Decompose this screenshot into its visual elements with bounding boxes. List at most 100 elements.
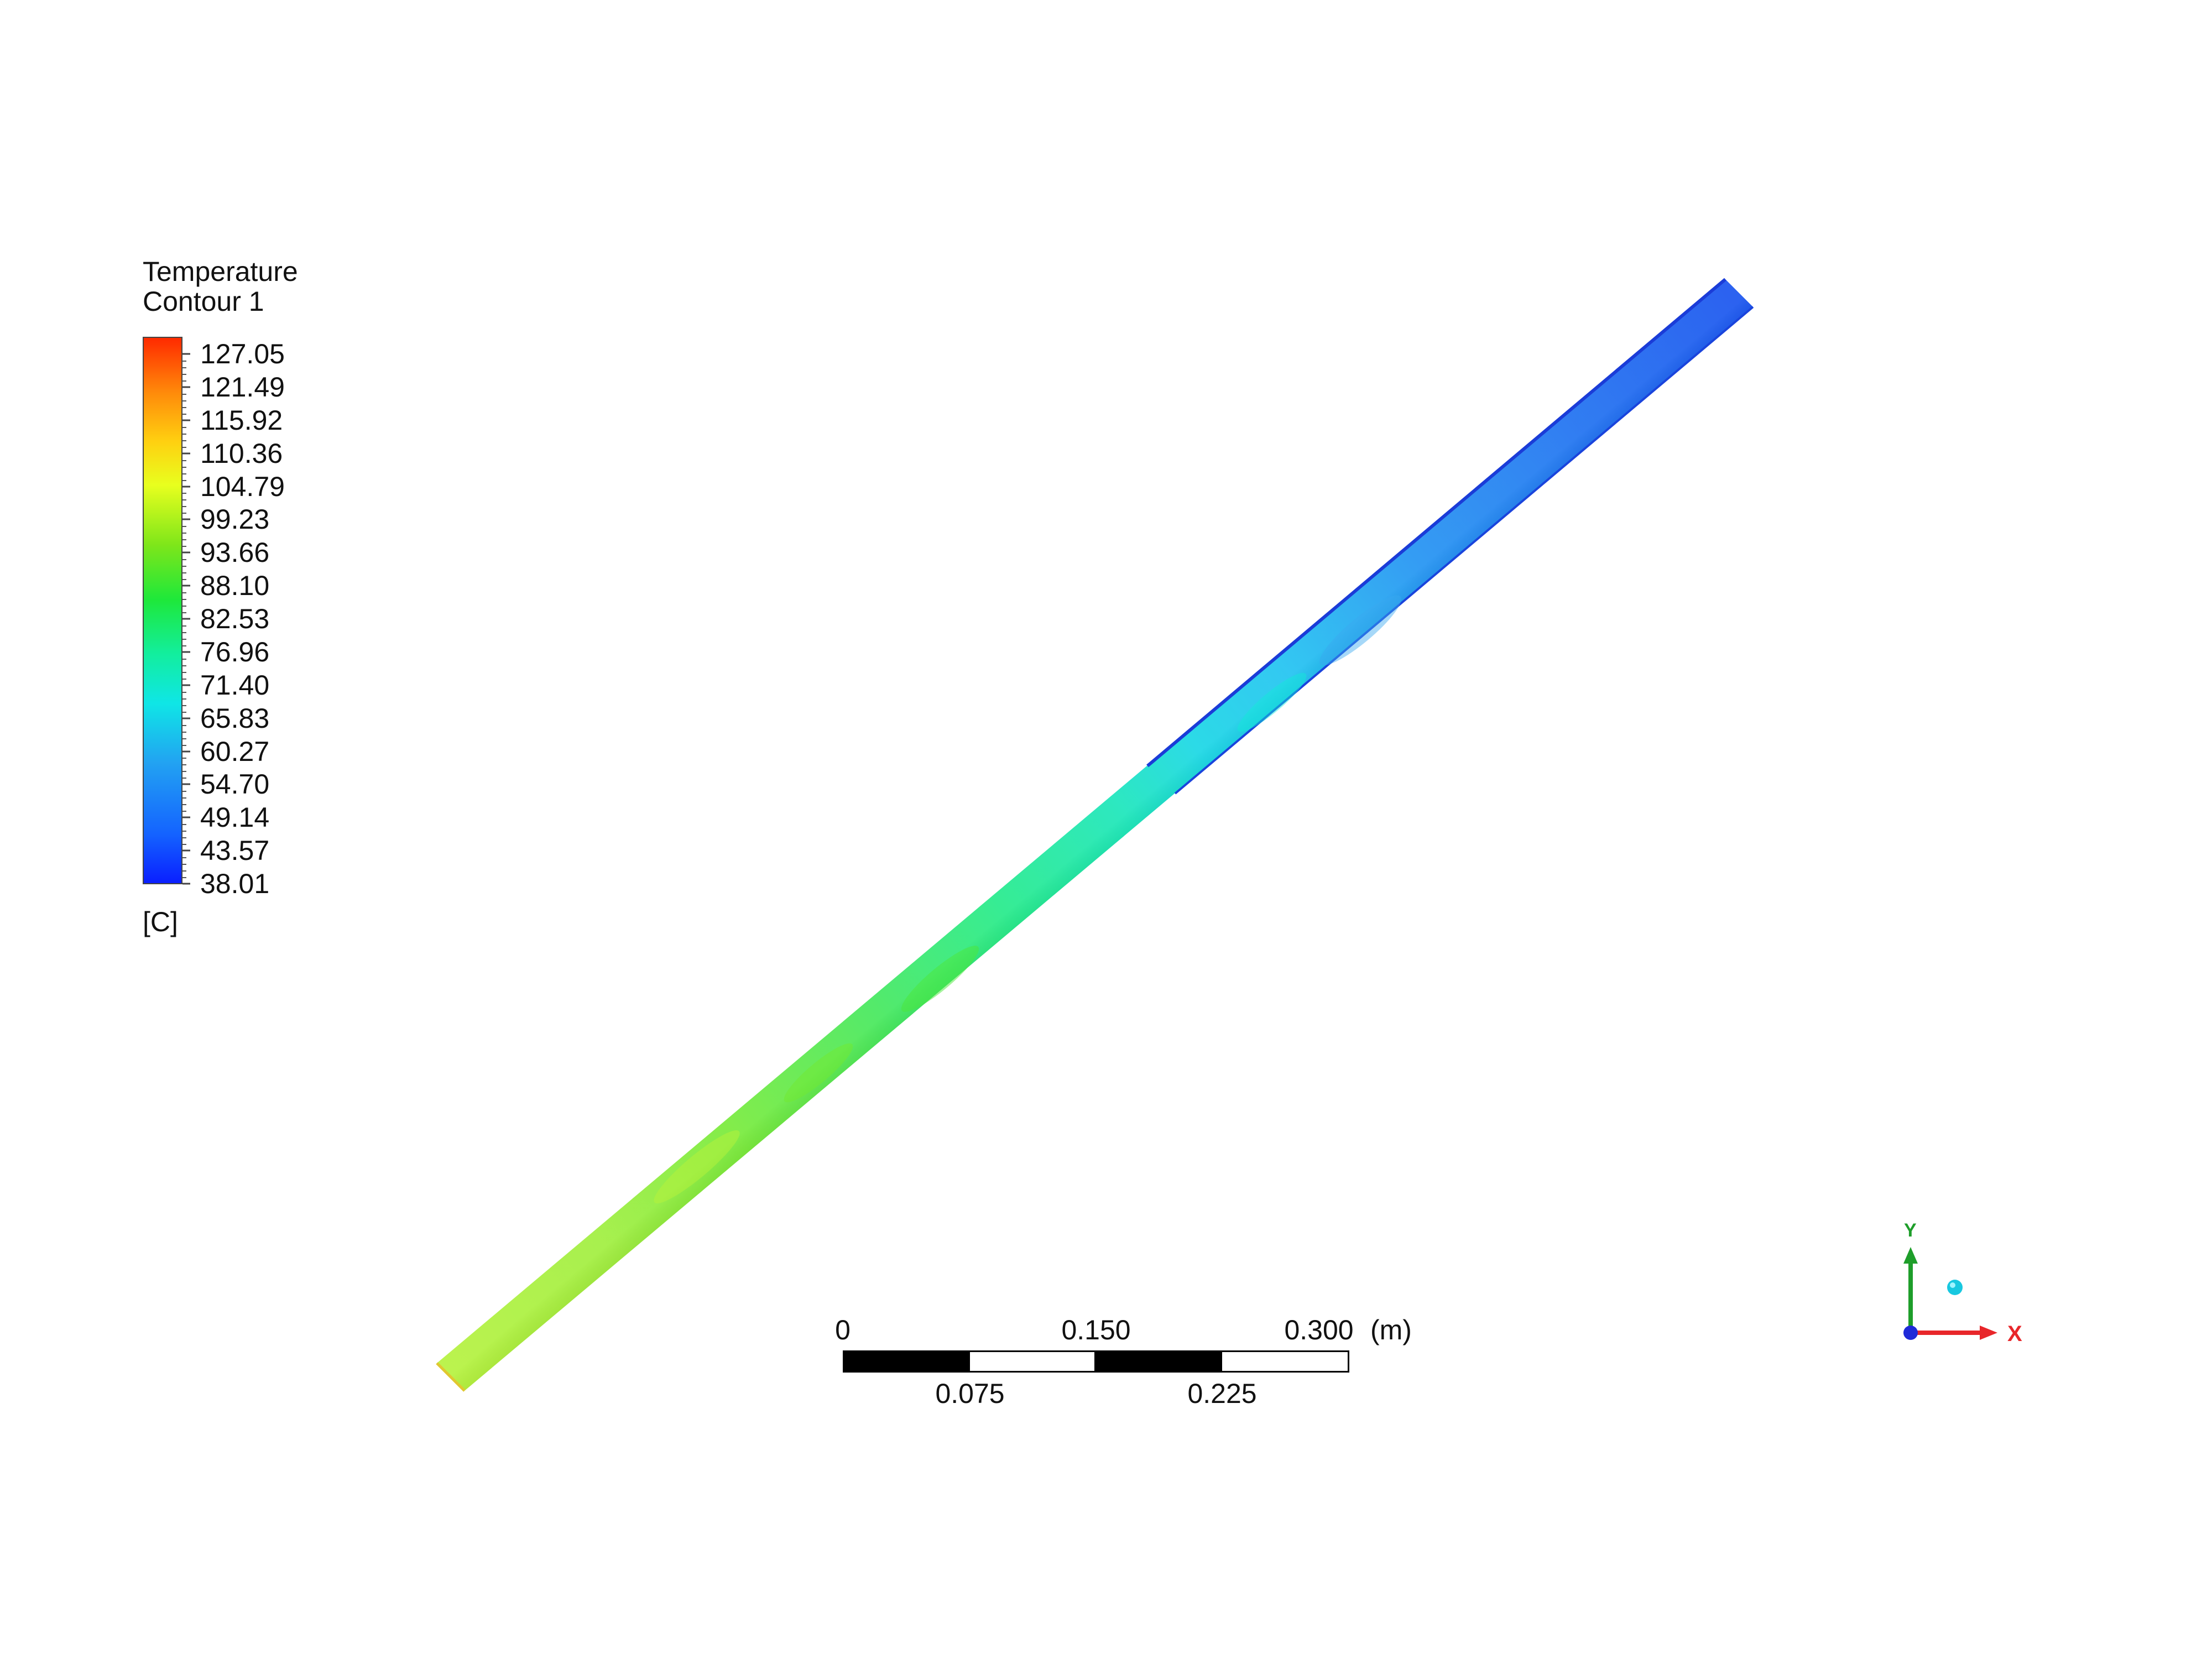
legend-minor-tick bbox=[182, 592, 186, 594]
legend-level-label: 104.79 bbox=[200, 471, 285, 502]
legend-title-variable: Temperature bbox=[143, 256, 298, 287]
legend-minor-tick bbox=[182, 764, 186, 766]
contour-patch bbox=[654, 1130, 740, 1204]
legend-tick-mark bbox=[182, 717, 190, 719]
scale-label-0: 0 bbox=[835, 1314, 851, 1345]
legend-minor-tick bbox=[182, 632, 186, 633]
legend-minor-tick bbox=[182, 460, 186, 461]
legend-level-label: 127.05 bbox=[200, 338, 285, 369]
legend-minor-tick bbox=[182, 566, 186, 567]
legend-minor-tick bbox=[182, 638, 186, 640]
pipe-shading bbox=[437, 279, 1753, 1391]
legend-minor-tick bbox=[182, 606, 186, 607]
legend-tick-mark bbox=[182, 486, 190, 487]
contour-patch bbox=[1319, 595, 1402, 666]
scale-label-0075: 0.075 bbox=[935, 1378, 1005, 1409]
legend-tick-mark bbox=[182, 684, 190, 686]
legend-minor-tick bbox=[182, 678, 186, 680]
legend-tick-mark bbox=[182, 618, 190, 620]
legend-minor-tick bbox=[182, 506, 186, 508]
legend-level-label: 76.96 bbox=[200, 636, 270, 667]
legend-minor-tick bbox=[182, 691, 186, 693]
legend-minor-tick bbox=[182, 658, 186, 660]
contour-patch bbox=[784, 1043, 853, 1103]
legend-level-label: 110.36 bbox=[200, 437, 283, 469]
legend-minor-tick bbox=[182, 744, 186, 746]
scale-bar-segment bbox=[1222, 1350, 1349, 1373]
legend-minor-tick bbox=[182, 645, 186, 646]
legend-minor-tick bbox=[182, 811, 186, 812]
legend-tick-mark bbox=[182, 750, 190, 752]
legend-unit: [C] bbox=[143, 906, 178, 937]
legend-minor-tick bbox=[182, 804, 186, 806]
legend-minor-tick bbox=[182, 824, 186, 826]
legend-minor-tick bbox=[182, 870, 186, 872]
legend-minor-tick bbox=[182, 711, 186, 713]
legend-minor-tick bbox=[182, 393, 186, 395]
triad-y-label: Y bbox=[1904, 1220, 1917, 1241]
legend-minor-tick bbox=[182, 473, 186, 474]
legend-minor-tick bbox=[182, 844, 186, 846]
legend-level-label: 121.49 bbox=[200, 371, 285, 403]
legend-level-label: 60.27 bbox=[200, 735, 270, 767]
legend-minor-tick bbox=[182, 864, 186, 865]
legend-minor-tick bbox=[182, 579, 186, 581]
legend-minor-tick bbox=[182, 406, 186, 408]
legend-title: Temperature Contour 1 bbox=[143, 257, 298, 316]
triad-x-label: X bbox=[2007, 1322, 2022, 1346]
legend-level-label: 54.70 bbox=[200, 769, 270, 800]
scale-label-0300: 0.300 bbox=[1284, 1314, 1354, 1345]
legend-minor-tick bbox=[182, 493, 186, 494]
legend-level-label: 43.57 bbox=[200, 835, 270, 867]
legend-minor-tick bbox=[182, 797, 186, 799]
legend-minor-tick bbox=[182, 837, 186, 839]
scale-bar-segment bbox=[843, 1350, 970, 1373]
legend-level-label: 88.10 bbox=[200, 570, 270, 602]
legend-minor-tick bbox=[182, 513, 186, 514]
legend-minor-tick bbox=[182, 698, 186, 700]
scale-bar-segment bbox=[970, 1350, 1096, 1373]
legend-minor-tick bbox=[182, 731, 186, 733]
legend-level-label: 71.40 bbox=[200, 669, 270, 701]
legend-tick-mark bbox=[182, 783, 190, 785]
scale-label-0225: 0.225 bbox=[1187, 1378, 1257, 1409]
legend-minor-tick bbox=[182, 665, 186, 666]
legend-minor-tick bbox=[182, 533, 186, 534]
legend-minor-tick bbox=[182, 738, 186, 739]
legend-tick-mark bbox=[182, 353, 190, 355]
legend-tick-mark bbox=[182, 518, 190, 520]
legend-minor-tick bbox=[182, 539, 186, 541]
legend-tick-mark bbox=[182, 419, 190, 421]
legend-minor-tick bbox=[182, 400, 186, 401]
legend-level-label: 115.92 bbox=[200, 404, 283, 436]
legend-level-label: 49.14 bbox=[200, 802, 270, 833]
legend-minor-tick bbox=[182, 373, 186, 375]
legend-minor-tick bbox=[182, 466, 186, 468]
pipe-wall-edge bbox=[1146, 278, 1726, 768]
legend-minor-tick bbox=[182, 877, 186, 879]
scale-label-0150: 0.150 bbox=[1061, 1314, 1131, 1345]
pipe-wall-edge-lower bbox=[1174, 306, 1754, 795]
legend-level-label: 65.83 bbox=[200, 702, 270, 734]
legend-minor-tick bbox=[182, 426, 186, 428]
legend-title-contour: Contour 1 bbox=[143, 286, 264, 317]
legend-minor-tick bbox=[182, 612, 186, 614]
legend-minor-tick bbox=[182, 599, 186, 601]
legend-minor-tick bbox=[182, 367, 186, 368]
legend-minor-tick bbox=[182, 559, 186, 561]
legend-minor-tick bbox=[182, 446, 186, 448]
legend-minor-tick bbox=[182, 758, 186, 759]
legend-tick-mark bbox=[182, 849, 190, 852]
scale-bar-segment bbox=[1096, 1350, 1222, 1373]
legend-minor-tick bbox=[182, 499, 186, 501]
scale-unit: (m) bbox=[1370, 1314, 1412, 1345]
legend-level-label: 38.01 bbox=[200, 868, 270, 899]
legend-minor-tick bbox=[182, 380, 186, 382]
legend-minor-tick bbox=[182, 433, 186, 435]
legend-minor-tick bbox=[182, 625, 186, 627]
legend-minor-tick bbox=[182, 526, 186, 528]
legend-minor-tick bbox=[182, 705, 186, 706]
legend-tick-mark bbox=[182, 386, 190, 388]
